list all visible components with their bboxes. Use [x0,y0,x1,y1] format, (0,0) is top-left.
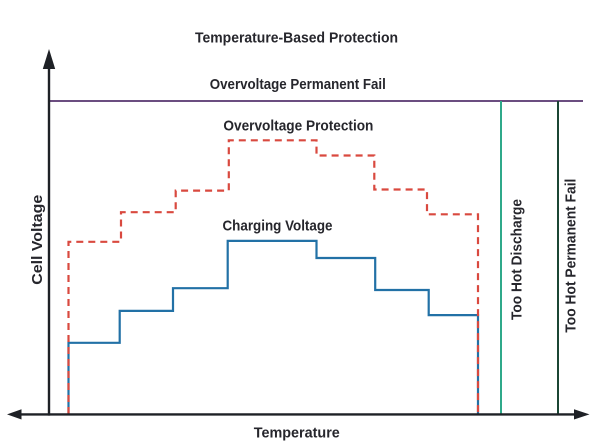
svg-text:Charging Voltage: Charging Voltage [223,218,333,235]
svg-text:Temperature-Based Protection: Temperature-Based Protection [195,29,398,46]
svg-text:Cell Voltage: Cell Voltage [29,195,46,285]
svg-text:Overvoltage Permanent Fail: Overvoltage Permanent Fail [210,76,386,93]
svg-text:Too Hot Permanent Fail: Too Hot Permanent Fail [563,179,580,333]
svg-text:Temperature: Temperature [254,424,340,441]
svg-text:Overvoltage Protection: Overvoltage Protection [223,117,373,134]
svg-text:Too Hot Discharge: Too Hot Discharge [509,199,526,320]
